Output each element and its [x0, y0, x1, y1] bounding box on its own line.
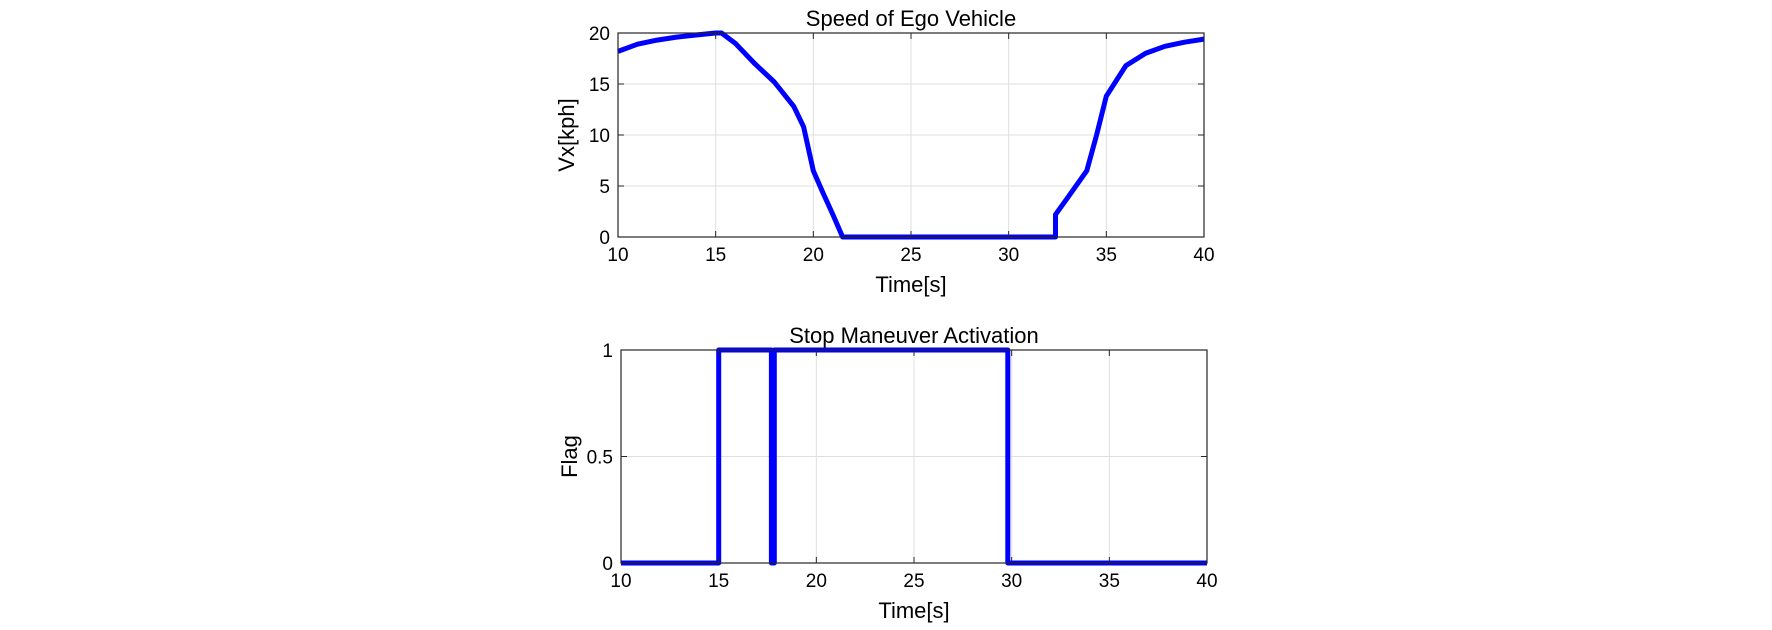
- x-tick-label: 20: [803, 245, 824, 266]
- y-axis-label: Flag: [557, 435, 582, 478]
- x-tick-label: 35: [1099, 571, 1120, 592]
- y-tick-label: 1: [602, 341, 613, 362]
- x-tick-label: 40: [1193, 245, 1214, 266]
- y-tick-label: 0: [602, 554, 613, 575]
- y-tick-label: 0.5: [587, 448, 613, 469]
- y-tick-label: 0: [599, 228, 610, 249]
- x-tick-label: 25: [903, 571, 924, 592]
- y-tick-label: 15: [589, 75, 610, 96]
- y-tick-label: 20: [589, 24, 610, 45]
- x-tick-label: 20: [806, 571, 827, 592]
- x-axis-label: Time[s]: [878, 598, 949, 623]
- x-axis-label: Time[s]: [875, 272, 946, 297]
- chart-title: Stop Maneuver Activation: [789, 323, 1038, 348]
- x-tick-label: 30: [1001, 571, 1022, 592]
- y-tick-label: 5: [599, 177, 610, 198]
- stop-maneuver-chart: 10 15 20 25 30 35 40 0 0.5 1 Stop Maneuver Activat…: [557, 323, 1218, 623]
- x-tick-label: 30: [998, 245, 1019, 266]
- x-tick-label: 10: [610, 571, 631, 592]
- y-axis-label: Vx[kph]: [554, 98, 579, 171]
- y-tick-label: 10: [589, 126, 610, 147]
- x-tick-label: 10: [607, 245, 628, 266]
- x-tick-label: 40: [1196, 571, 1217, 592]
- x-tick-label: 35: [1096, 245, 1117, 266]
- x-tick-label: 15: [708, 571, 729, 592]
- x-tick-label: 25: [900, 245, 921, 266]
- x-tick-label: 15: [705, 245, 726, 266]
- chart-title: Speed of Ego Vehicle: [806, 6, 1016, 31]
- speed-chart: 10 15 20 25 30 35 40 0 5 10 15 20 Speed of Ego Vehic…: [554, 6, 1215, 297]
